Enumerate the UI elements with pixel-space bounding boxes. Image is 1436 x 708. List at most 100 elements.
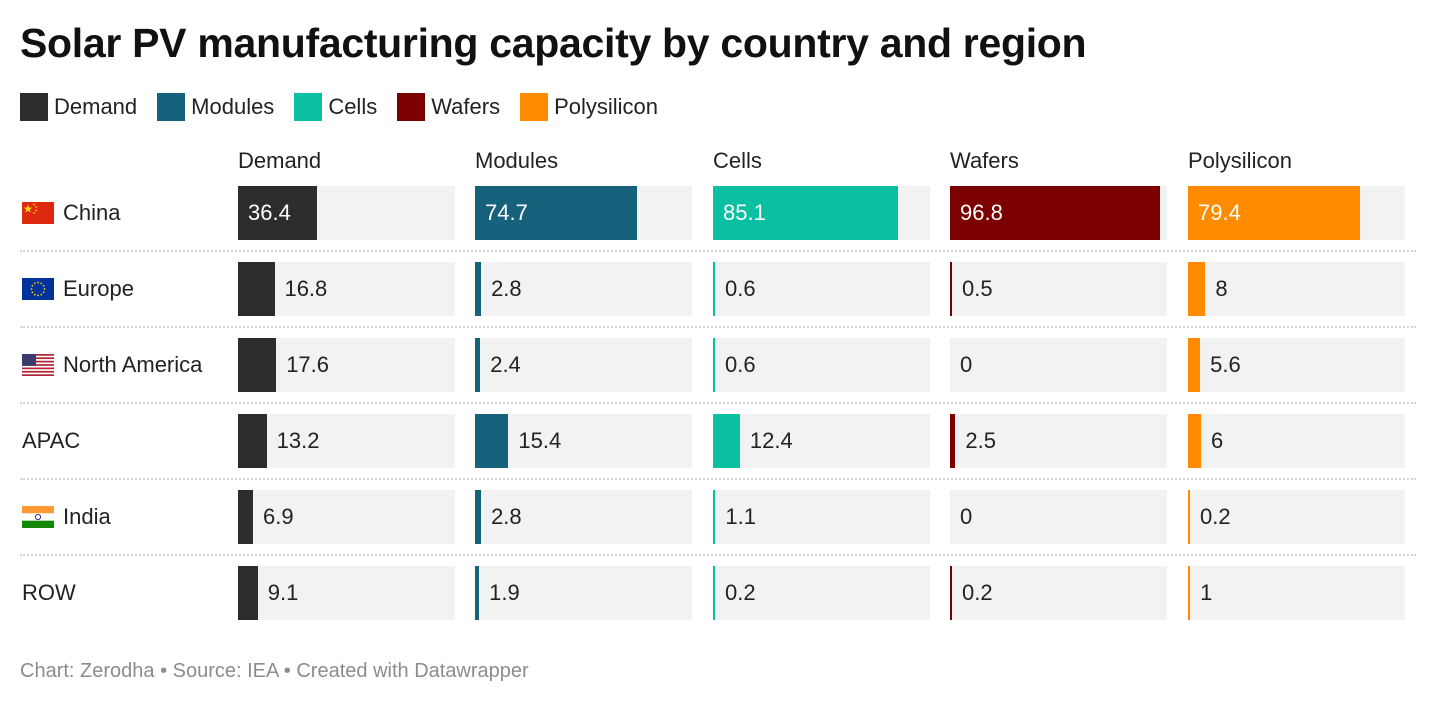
row-label-text: India [63,504,111,529]
value-label: 0.6 [725,352,756,377]
value-label: 6.9 [262,504,294,529]
bar-track [713,262,930,316]
bar-europe-wafers [950,262,952,316]
value-label: 1.9 [489,580,520,605]
value-label: 0.5 [962,276,993,301]
legend-item-demand: Demand [20,93,137,121]
bar-india-modules [475,490,482,544]
bar-europe-polysilicon [1188,262,1206,316]
legend-label-cells: Cells [328,94,378,119]
value-label: 1 [1200,580,1213,605]
bar-row-polysilicon [1188,566,1191,620]
row-label-text: APAC [22,428,81,453]
row-label-europe: Europe [22,262,134,316]
row-label-text: China [63,200,121,225]
row-separator [20,554,1416,556]
bar-track [238,566,455,620]
value-label: 0.2 [725,580,756,605]
value-label: 2.4 [490,352,521,377]
value-label: 0.6 [725,276,756,301]
india-flag-icon [22,506,54,528]
bar-apac-demand [238,414,267,468]
legend-item-wafers: Wafers [397,93,500,121]
legend-label-modules: Modules [191,94,275,119]
bar-apac-wafers [950,414,956,468]
value-label: 85.1 [723,200,766,225]
row-separator [20,402,1416,404]
bar-north-america-demand [238,338,277,392]
bar-track [1188,338,1405,392]
legend-swatch-cells [294,93,323,121]
row-label-text: North America [63,352,203,377]
value-label: 96.8 [960,200,1003,225]
row-label-row: ROW [22,566,76,620]
bar-china-cells [713,186,898,240]
bar-track [950,414,1167,468]
value-label: 2.8 [491,276,522,301]
value-label: 15.4 [518,428,562,453]
bar-row-cells [713,566,715,620]
column-header-cells: Cells [713,148,762,173]
bar-apac-modules [475,414,509,468]
chart-footer: Chart: Zerodha • Source: IEA • Created w… [20,660,529,682]
bar-track [713,566,930,620]
legend-swatch-modules [157,93,186,121]
value-label: 0.2 [1200,504,1231,529]
legend-swatch-demand [20,93,48,121]
row-separator [20,478,1416,480]
bar-track [950,566,1167,620]
bar-apac-polysilicon [1188,414,1201,468]
legend-item-modules: Modules [157,93,274,121]
bar-track [475,490,692,544]
row-separator [20,326,1416,328]
value-label: 6 [1211,428,1224,453]
bar-track [1188,414,1405,468]
bar-track [1188,262,1405,316]
legend-label-wafers: Wafers [431,94,501,119]
column-header-modules: Modules [475,148,559,173]
row-label-text: ROW [22,580,76,605]
bar-track [475,566,692,620]
value-label: 79.4 [1198,200,1241,225]
bar-track [950,338,1167,392]
legend-swatch-wafers [397,93,426,121]
bar-track [713,490,930,544]
bar-india-cells [713,490,716,544]
chart-title: Solar PV manufacturing capacity by count… [20,20,1087,66]
row-label-china: China [22,186,120,240]
bar-china-demand [238,186,317,240]
bar-track [950,490,1167,544]
column-header-polysilicon: Polysilicon [1188,148,1292,173]
bar-track [713,414,930,468]
bar-track [475,414,692,468]
us-flag-icon [22,354,54,376]
bar-row-demand [238,566,258,620]
value-label: 36.4 [248,200,291,225]
value-label: 74.7 [485,200,528,225]
legend-item-cells: Cells [294,93,377,121]
china-flag-icon [22,202,54,224]
bar-north-america-cells [713,338,715,392]
bar-apac-cells [713,414,740,468]
bar-track [1188,566,1405,620]
row-separator [20,250,1416,252]
value-label: 2.5 [965,428,997,453]
bar-europe-cells [713,262,715,316]
value-label: 16.8 [284,276,328,301]
value-label: 0.2 [962,580,993,605]
bar-track [475,262,692,316]
bar-track [1188,490,1405,544]
value-label: 13.2 [276,428,320,453]
row-label-north-america: North America [22,338,202,392]
bar-europe-modules [475,262,482,316]
bar-track [950,262,1167,316]
value-label: 2.8 [491,504,522,529]
value-label: 0 [960,504,973,529]
column-header-demand: Demand [238,148,322,173]
value-label: 0 [960,352,973,377]
legend-label-demand: Demand [54,94,138,119]
legend-swatch-polysilicon [520,93,549,121]
value-label: 1.1 [725,504,756,529]
legend: Demand Modules Cells Wafers Polysilicon [20,92,678,122]
